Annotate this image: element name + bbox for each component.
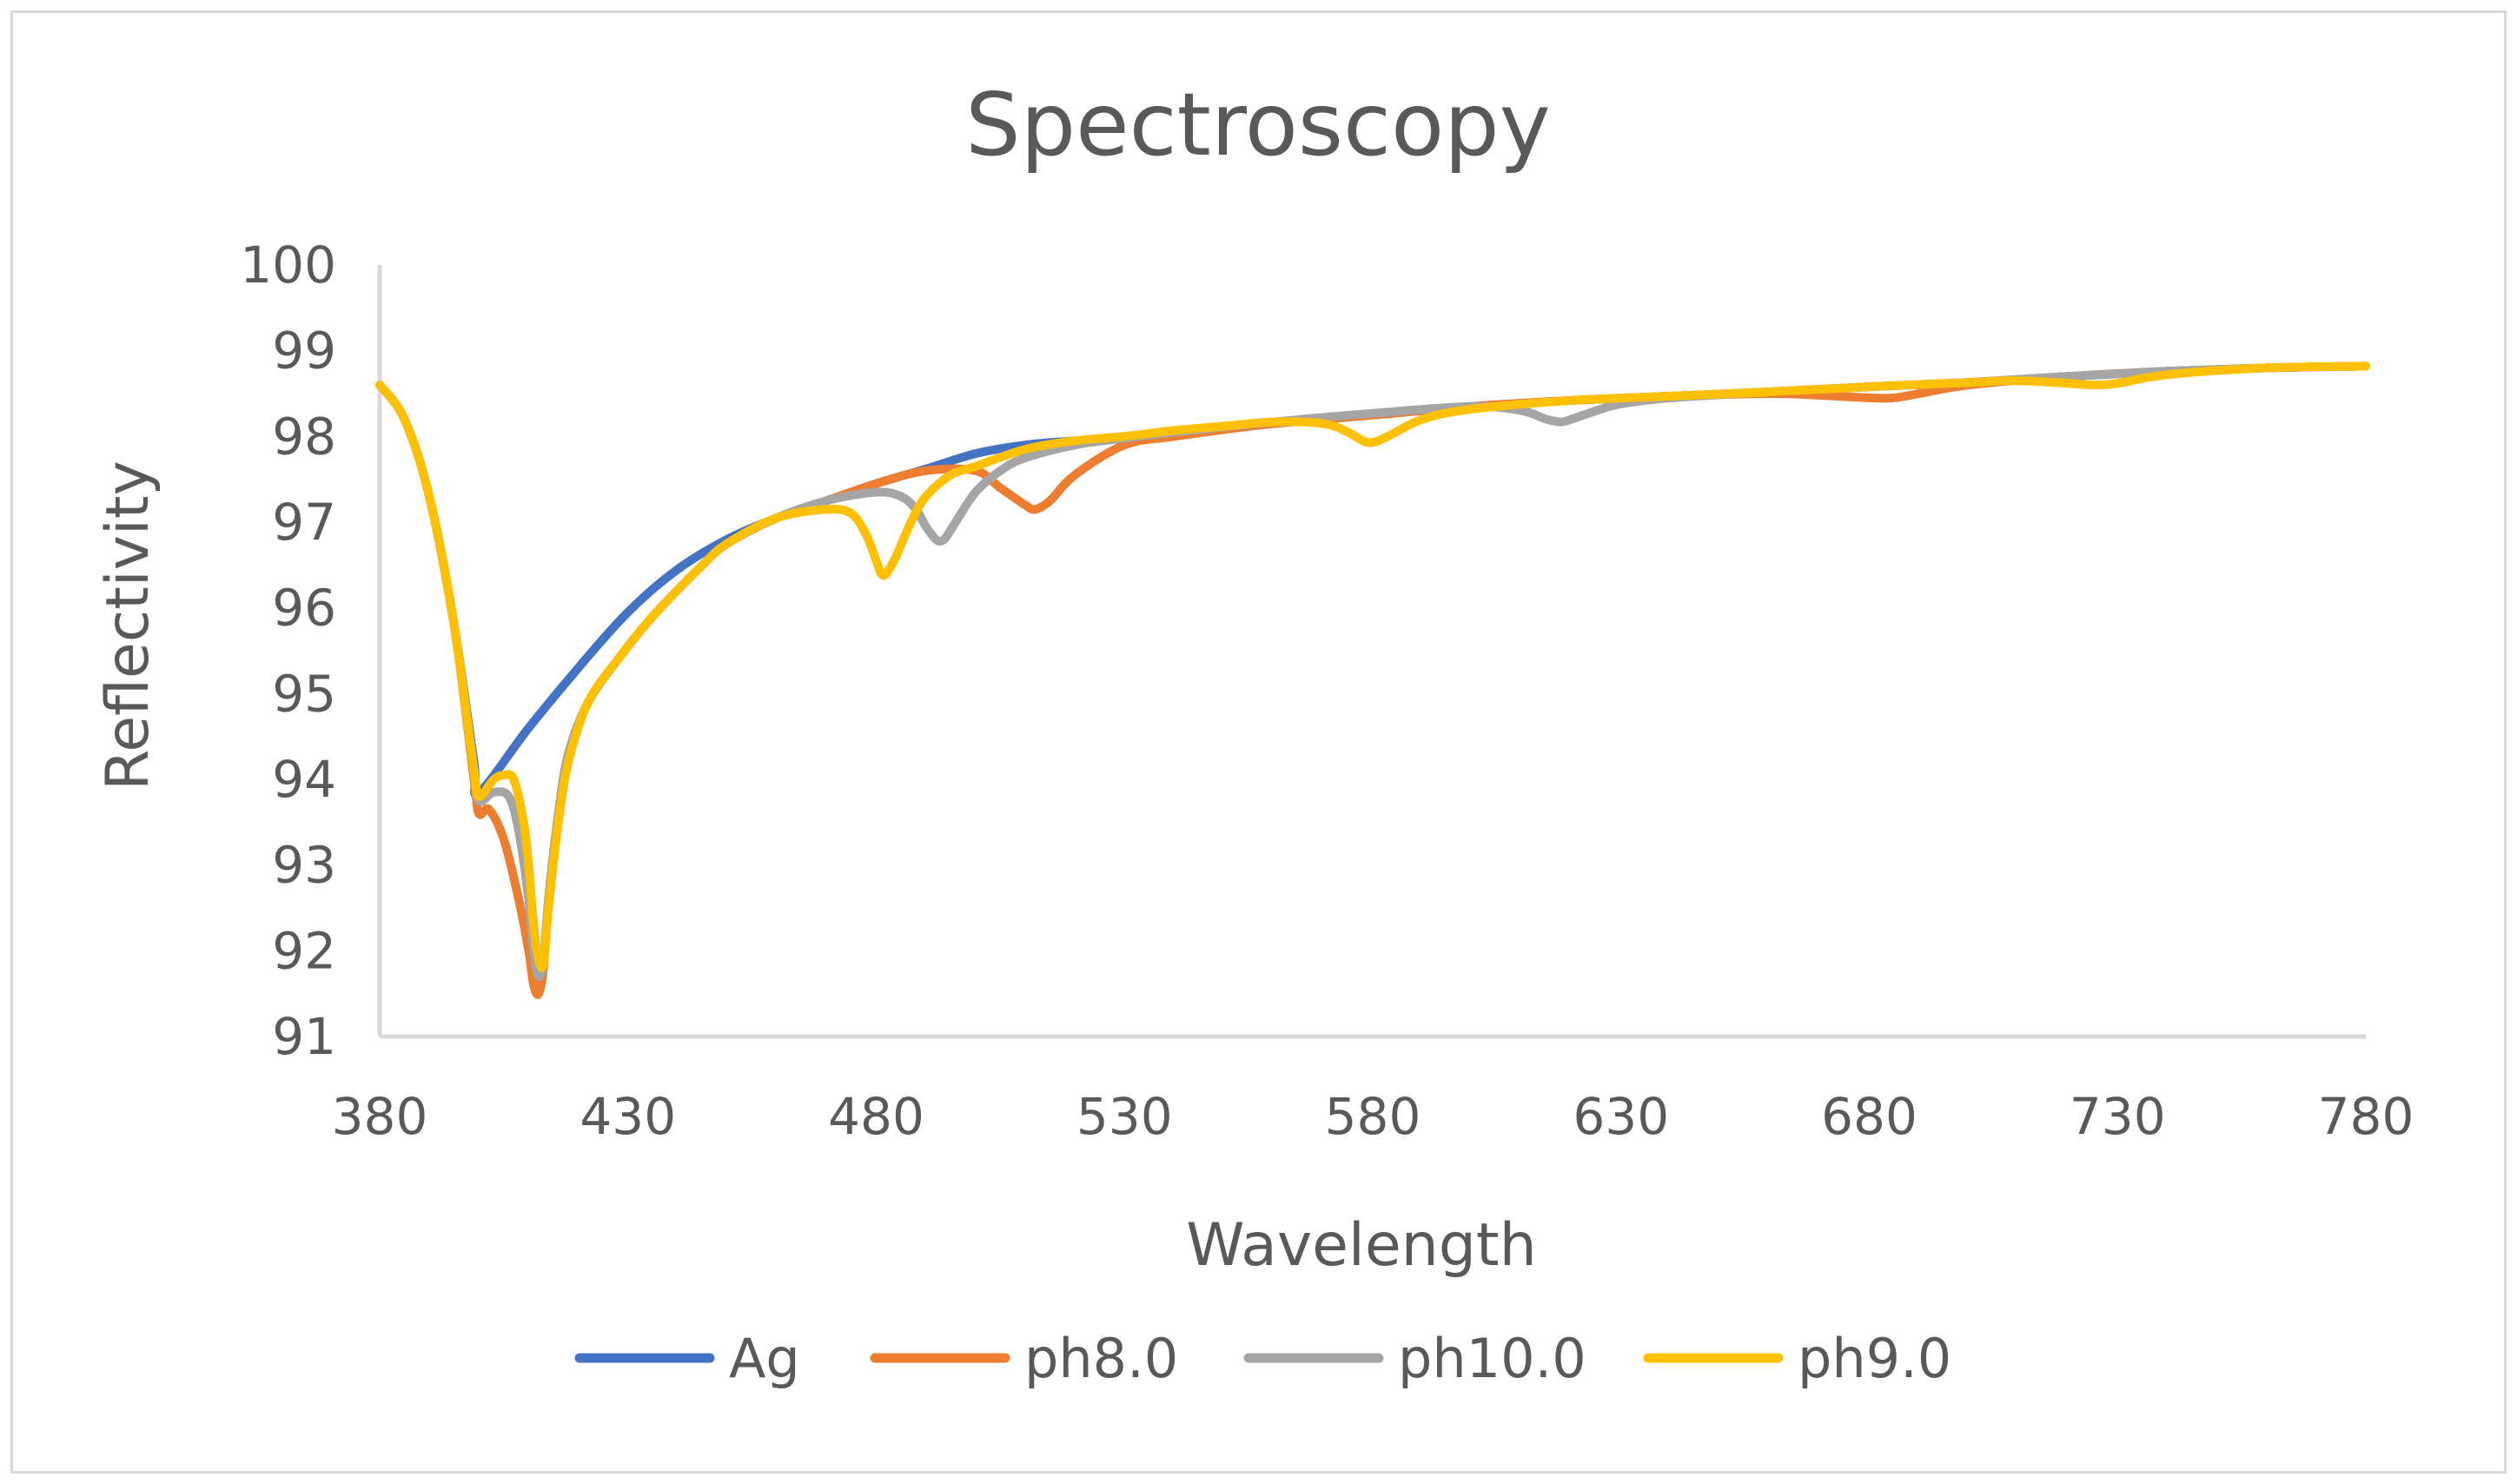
- x-tick-label: 480: [828, 1087, 924, 1146]
- y-tick-label: 91: [272, 1007, 336, 1066]
- legend-label-ph9-0: ph9.0: [1798, 1327, 1951, 1390]
- x-axis-label: Wavelength: [1186, 1211, 1536, 1280]
- y-tick-label: 98: [272, 407, 336, 466]
- y-tick-label: 94: [272, 750, 336, 809]
- legend-label-ph10-0: ph10.0: [1398, 1327, 1586, 1390]
- y-tick-label: 97: [272, 493, 336, 552]
- y-tick-label: 93: [272, 836, 336, 895]
- legend-label-ph8-0: ph8.0: [1024, 1327, 1178, 1390]
- legend-label-ag: Ag: [729, 1327, 800, 1390]
- series-line-ph9-0: [375, 361, 2370, 972]
- series-layer: [375, 361, 2370, 999]
- y-tick-label: 95: [272, 664, 336, 723]
- y-tick-label: 99: [272, 321, 336, 381]
- y-tick-label: 96: [272, 579, 336, 638]
- x-tick-label: 630: [1573, 1087, 1669, 1146]
- series-line-ag: [375, 361, 2370, 798]
- x-tick-label: 380: [332, 1087, 428, 1146]
- y-tick-label: 100: [240, 235, 336, 295]
- y-tick-label: 92: [272, 921, 336, 980]
- y-tick-labels: 91 92 93 94 95 96 97 98 99 100: [240, 235, 336, 1066]
- chart-frame: [10, 10, 2507, 1474]
- y-axis-label: Reflectivity: [94, 460, 162, 791]
- series-line-ph8-0: [375, 361, 2370, 999]
- x-tick-label: 430: [580, 1087, 676, 1146]
- x-tick-label: 530: [1076, 1087, 1173, 1146]
- x-tick-label: 680: [1821, 1087, 1918, 1146]
- chart-title: Spectroscopy: [965, 74, 1551, 176]
- x-tick-label: 730: [2070, 1087, 2166, 1146]
- x-tick-labels: 380 430 480 530 580 630 680 730 780: [332, 1087, 2414, 1146]
- x-tick-label: 780: [2318, 1087, 2414, 1146]
- x-tick-label: 580: [1325, 1087, 1421, 1146]
- legend: Ag ph8.0 ph10.0 ph9.0: [574, 1327, 1951, 1390]
- series-line-ph10-0: [375, 361, 2370, 982]
